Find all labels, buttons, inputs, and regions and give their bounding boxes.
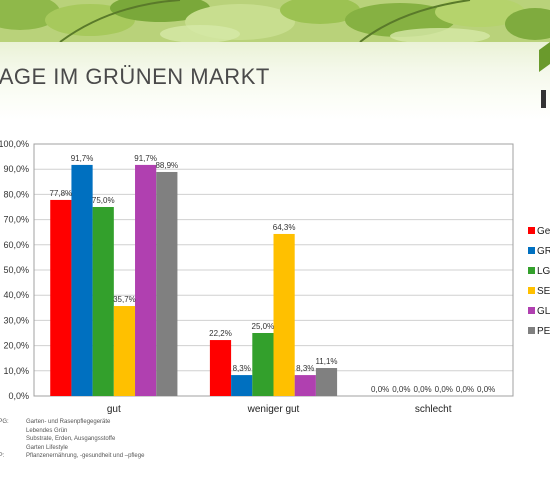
leaf-banner — [0, 0, 550, 42]
bar — [156, 171, 178, 396]
legend-swatch — [528, 287, 535, 294]
x-axis-labels: gut weniger gut schlecht — [107, 404, 452, 415]
legend-swatch — [528, 247, 535, 254]
data-label: 35,7% — [113, 295, 136, 304]
y-tick-label: 20,0% — [3, 341, 29, 351]
y-tick-label: 0,0% — [8, 391, 29, 401]
legend: Ge GR LG SE GL PE — [528, 226, 550, 337]
y-axis-ticks: 0,0% 10,0% 20,0% 30,0% 40,0% 50,0% 60,0% 70,0% 8… — [0, 139, 29, 401]
x-tick-label: gut — [107, 404, 121, 415]
x-tick-label: weniger gut — [247, 404, 300, 415]
legend-label: GR — [537, 246, 550, 257]
footnote-text: Garten Lifestyle — [26, 444, 69, 451]
footnote-text: Substrate, Erden, Ausgangsstoffe — [26, 436, 116, 442]
y-tick-label: 70,0% — [3, 215, 29, 225]
data-label: 88,9% — [155, 161, 178, 170]
y-tick-label: 60,0% — [3, 240, 29, 250]
bar — [135, 164, 157, 396]
data-label: 22,2% — [209, 329, 232, 338]
footnote-abbr: RPG: — [0, 419, 9, 425]
legend-swatch — [528, 327, 535, 334]
legend-swatch — [528, 227, 535, 234]
bar — [92, 207, 114, 396]
footnote-text: Garten- und Rasenpflegegeräte — [26, 419, 111, 425]
bar — [231, 375, 253, 396]
bar — [209, 340, 232, 396]
bar — [294, 375, 316, 396]
footnote-abbr: GP: — [0, 453, 5, 459]
legend-label: PE — [537, 326, 550, 337]
legend-swatch — [528, 307, 535, 314]
legend-label: LG — [537, 266, 550, 277]
footnote-text: Pflanzenernährung, -gesundheit und –pfle… — [26, 453, 145, 459]
data-label: 0,0% — [456, 385, 474, 394]
data-label: 11,1% — [315, 357, 337, 366]
bar — [113, 306, 136, 396]
footnote-text: Lebendes Grün — [26, 427, 68, 434]
y-tick-label: 30,0% — [3, 315, 29, 325]
data-label: 91,7% — [134, 154, 157, 163]
bar — [71, 164, 93, 396]
y-tick-label: 10,0% — [3, 366, 29, 376]
data-label: 8,3% — [233, 364, 251, 373]
logo-icon — [539, 42, 550, 108]
y-tick-label: 80,0% — [3, 189, 29, 199]
data-label: 75,0% — [92, 196, 115, 205]
y-tick-label: 90,0% — [3, 164, 29, 174]
data-label: 8,3% — [296, 364, 314, 373]
bar — [273, 233, 295, 396]
data-labels: 77,8%91,7%75,0%35,7%91,7%88,9%22,2%8,3%2… — [49, 154, 495, 394]
legend-swatch — [528, 267, 535, 274]
data-label: 0,0% — [435, 385, 453, 394]
data-label: 0,0% — [477, 385, 495, 394]
legend-label: SE — [537, 286, 550, 297]
data-label: 0,0% — [392, 385, 410, 394]
data-label: 25,0% — [252, 322, 275, 331]
legend-label: GL — [537, 306, 550, 317]
y-tick-label: 50,0% — [3, 265, 29, 275]
bars — [50, 164, 338, 396]
y-tick-label: 100,0% — [0, 139, 29, 149]
bar — [315, 368, 338, 396]
bar — [50, 199, 72, 396]
data-label: 0,0% — [371, 385, 389, 394]
data-label: 91,7% — [71, 154, 94, 163]
x-tick-label: schlecht — [415, 404, 452, 415]
bar-chart: 0,0% 10,0% 20,0% 30,0% 40,0% 50,0% 60,0% 70,0% 8… — [0, 132, 550, 422]
data-label: 0,0% — [413, 385, 431, 394]
y-tick-label: 40,0% — [3, 290, 29, 300]
data-label: 64,3% — [273, 223, 296, 232]
title-band — [0, 42, 550, 120]
bar — [252, 333, 274, 396]
legend-label: Ge — [537, 226, 550, 237]
slide-title: LAGE IM GRÜNEN MARKT — [0, 64, 270, 89]
data-label: 77,8% — [49, 189, 72, 198]
